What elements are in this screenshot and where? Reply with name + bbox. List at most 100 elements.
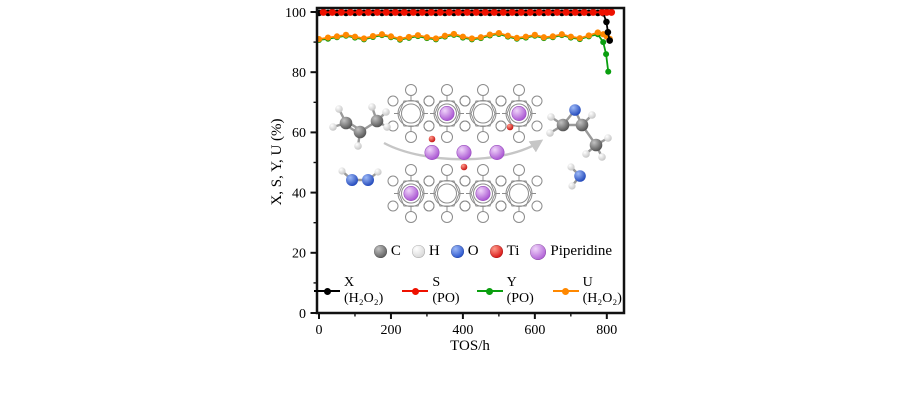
data-point [526, 8, 534, 16]
data-point [396, 35, 404, 42]
oxygen-sphere-icon [450, 245, 464, 258]
data-point [450, 30, 458, 38]
data-point [423, 34, 431, 41]
data-point [535, 8, 543, 16]
data-point [427, 8, 435, 16]
legend-label: X (H₂O₂) [344, 275, 384, 306]
y-tick-label: 0 [299, 307, 306, 322]
data-point [600, 39, 607, 46]
data-point [513, 34, 520, 41]
data-point [517, 8, 525, 16]
data-point [594, 29, 601, 36]
data-point [604, 28, 612, 36]
legend-item-y: Y (PO) [476, 275, 546, 307]
atom-label: Piperidine [550, 243, 613, 259]
data-point [418, 8, 426, 16]
data-point [606, 37, 613, 44]
data-point [346, 8, 354, 16]
x-tick-label: 600 [524, 323, 545, 338]
data-point [585, 32, 592, 39]
data-point [400, 8, 408, 16]
data-point [495, 29, 502, 37]
y-tick-label: 40 [292, 186, 306, 201]
data-point [441, 32, 449, 39]
data-point [333, 33, 341, 40]
hydrogen-sphere-icon [411, 245, 425, 258]
data-point [387, 33, 395, 40]
data-point [337, 8, 345, 16]
data-point [319, 8, 327, 16]
line-marker-icon [552, 286, 579, 296]
data-point [562, 8, 570, 16]
propylene-oxide-molecule [546, 104, 612, 161]
atom-label: H [428, 243, 440, 259]
data-point [490, 8, 498, 16]
data-point [481, 8, 489, 16]
carbon-sphere-icon [373, 245, 387, 258]
data-point [405, 33, 413, 41]
y-tick-label: 60 [292, 126, 306, 141]
data-point [351, 33, 359, 40]
y-axis-title: X, S, Y, U (%) [269, 118, 285, 205]
data-point [589, 8, 597, 16]
piperidine-sphere-icon [530, 243, 547, 260]
data-point [486, 31, 493, 38]
data-point [459, 33, 467, 40]
data-point [508, 8, 516, 16]
data-point [342, 31, 350, 38]
atom-legend: C H O Ti Piperidine [350, 243, 636, 260]
axes: 0 200 400 600 800 0 20 40 60 80 100 [285, 6, 617, 338]
data-point [607, 8, 616, 16]
data-point [328, 8, 336, 16]
data-point [544, 8, 552, 16]
data-point [454, 8, 462, 16]
data-point [324, 34, 332, 41]
data-point [360, 35, 368, 42]
data-point [603, 18, 610, 26]
x-tick-label: 0 [316, 323, 323, 338]
atom-label: C [390, 243, 401, 259]
plot-frame [315, 6, 626, 315]
data-point [603, 51, 610, 58]
y-tick-label: 20 [292, 247, 306, 262]
legend-item-s: S (PO) [402, 275, 469, 307]
data-point [472, 8, 480, 16]
data-point [504, 32, 511, 39]
series-legend: X (H₂O₂) S (PO) Y (PO) U (H₂O₂) [314, 275, 634, 307]
legend-label: Y (PO) [506, 275, 534, 306]
data-point [468, 35, 475, 42]
data-point [414, 32, 422, 39]
series-S (PO) [319, 8, 616, 16]
data-point [436, 8, 444, 16]
data-point [391, 8, 399, 16]
data-point [605, 68, 612, 75]
atom-legend-item-piperidine: Piperidine [530, 243, 612, 260]
x-tick-label: 800 [596, 323, 617, 338]
line-marker-icon [314, 286, 340, 296]
x-tick-label: 400 [452, 323, 473, 338]
data-series [315, 8, 616, 75]
data-point [378, 31, 386, 38]
titanium-sphere-icon [489, 245, 503, 258]
data-point [540, 34, 547, 41]
legend-item-x: X (H₂O₂) [314, 275, 395, 307]
x-tick-label: 200 [380, 323, 401, 338]
line-marker-icon [402, 286, 429, 296]
data-point [549, 33, 556, 40]
propene-molecule [329, 103, 391, 150]
piperidine-spheres [403, 106, 527, 202]
water-molecule [567, 163, 586, 190]
atom-legend-item-c: C [373, 243, 401, 260]
legend-label: S (PO) [432, 275, 460, 306]
data-point [567, 33, 574, 40]
data-point [580, 8, 588, 16]
data-point [571, 8, 579, 16]
data-point [364, 8, 372, 16]
data-point [463, 8, 471, 16]
line-marker-icon [476, 286, 503, 296]
legend-item-u: U (H₂O₂) [552, 275, 634, 307]
data-point [558, 31, 565, 38]
data-point [522, 33, 529, 40]
atom-legend-item-o: O [450, 243, 479, 260]
data-point [499, 8, 507, 16]
